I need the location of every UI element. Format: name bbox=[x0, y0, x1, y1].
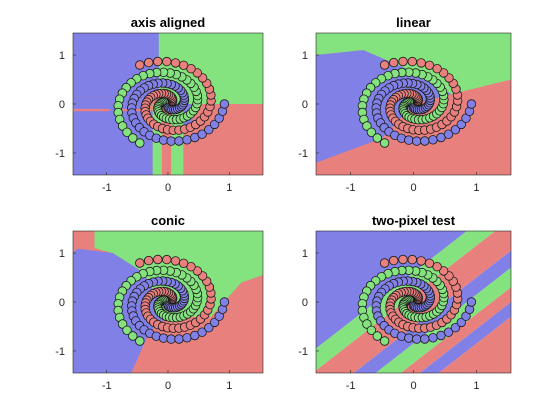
data-point-green bbox=[373, 134, 382, 143]
x-tick-label: -1 bbox=[102, 380, 112, 392]
subplot-title: linear bbox=[396, 15, 431, 30]
data-point-blue bbox=[167, 335, 176, 344]
x-tick-label: 0 bbox=[165, 182, 171, 194]
data-point-red bbox=[389, 58, 398, 67]
data-point-red bbox=[408, 57, 417, 66]
subplot-title: two-pixel test bbox=[372, 213, 456, 228]
data-point-red bbox=[417, 59, 426, 68]
data-point-red bbox=[380, 259, 389, 268]
data-point-blue bbox=[421, 137, 430, 146]
y-tick-label: -1 bbox=[55, 148, 65, 160]
data-point-blue bbox=[467, 100, 476, 109]
data-point-red bbox=[154, 255, 163, 264]
y-tick-label: 0 bbox=[59, 99, 65, 111]
y-tick-label: 0 bbox=[59, 297, 65, 309]
data-point-blue bbox=[429, 136, 438, 145]
data-point-red bbox=[425, 259, 434, 268]
data-point-blue bbox=[183, 334, 192, 343]
data-point-blue bbox=[412, 137, 421, 146]
data-point-green bbox=[380, 337, 389, 346]
x-tick-label: 0 bbox=[410, 182, 416, 194]
data-point-red bbox=[425, 61, 434, 70]
y-tick-label: 1 bbox=[302, 50, 308, 62]
x-tick-label: 1 bbox=[226, 182, 232, 194]
data-point-red bbox=[408, 255, 417, 264]
x-tick-label: 1 bbox=[226, 380, 232, 392]
data-point-red bbox=[163, 57, 172, 66]
data-point-blue bbox=[405, 136, 414, 145]
y-tick-label: 1 bbox=[302, 248, 308, 260]
data-point-red bbox=[380, 61, 389, 70]
y-tick-label: 1 bbox=[59, 50, 65, 62]
y-tick-label: -1 bbox=[55, 346, 65, 358]
data-point-red bbox=[171, 59, 180, 68]
data-point-red bbox=[154, 57, 163, 66]
y-tick-label: 1 bbox=[59, 248, 65, 260]
data-point-red bbox=[171, 257, 180, 266]
subplot-2: -1 0 1 -1 0 1 linear bbox=[298, 15, 511, 194]
data-point-blue bbox=[412, 335, 421, 344]
plot-area bbox=[316, 33, 511, 175]
data-point-blue bbox=[429, 334, 438, 343]
y-tick-label: -1 bbox=[298, 148, 308, 160]
data-point-blue bbox=[467, 298, 476, 307]
data-point-green bbox=[136, 139, 145, 148]
subplot-title: axis aligned bbox=[131, 15, 205, 30]
data-point-blue bbox=[405, 334, 414, 343]
data-point-red bbox=[179, 259, 188, 268]
data-point-red bbox=[417, 257, 426, 266]
subplot-title: conic bbox=[151, 213, 185, 228]
plot-area bbox=[73, 33, 263, 175]
x-tick-label: -1 bbox=[346, 380, 356, 392]
plot-area bbox=[73, 231, 263, 373]
y-tick-label: -1 bbox=[298, 346, 308, 358]
data-point-blue bbox=[175, 137, 184, 146]
data-point-red bbox=[136, 61, 145, 70]
x-tick-label: -1 bbox=[346, 182, 356, 194]
x-tick-label: 0 bbox=[410, 380, 416, 392]
data-point-blue bbox=[421, 335, 430, 344]
data-point-red bbox=[144, 256, 153, 265]
data-point-red bbox=[399, 255, 408, 264]
data-point-blue bbox=[220, 100, 229, 109]
x-tick-label: -1 bbox=[102, 182, 112, 194]
data-point-red bbox=[163, 255, 172, 264]
data-point-red bbox=[179, 61, 188, 70]
data-point-green bbox=[373, 332, 382, 341]
subplot-3: -1 0 1 -1 0 1 conic bbox=[55, 213, 263, 392]
data-point-blue bbox=[175, 335, 184, 344]
y-tick-label: 0 bbox=[302, 99, 308, 111]
data-point-red bbox=[144, 58, 153, 67]
data-point-red bbox=[399, 57, 408, 66]
data-point-green bbox=[136, 337, 145, 346]
x-tick-label: 1 bbox=[473, 380, 479, 392]
data-point-green bbox=[380, 139, 389, 148]
data-point-blue bbox=[183, 136, 192, 145]
data-point-blue bbox=[167, 137, 176, 146]
data-point-red bbox=[389, 256, 398, 265]
data-point-red bbox=[136, 259, 145, 268]
y-tick-label: 0 bbox=[302, 297, 308, 309]
x-tick-label: 1 bbox=[473, 182, 479, 194]
x-tick-label: 0 bbox=[165, 380, 171, 392]
subplot-1: -1 0 1 -1 0 1 axis aligned bbox=[55, 15, 263, 194]
data-point-blue bbox=[220, 298, 229, 307]
